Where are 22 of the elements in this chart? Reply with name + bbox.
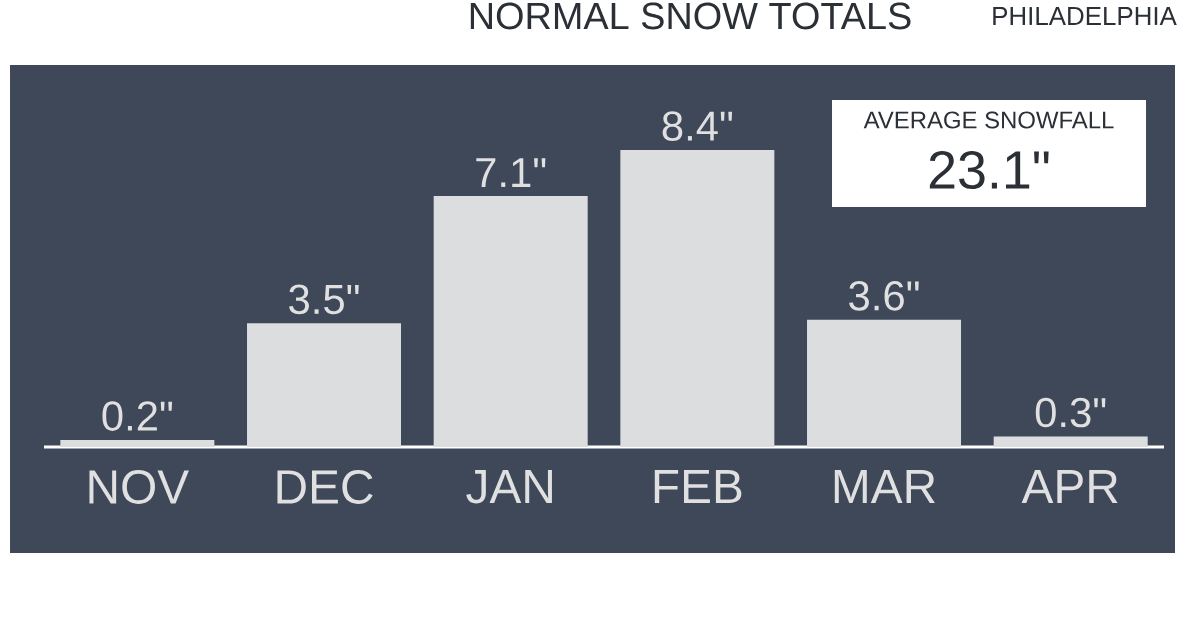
data-label: 8.4"	[662, 111, 733, 141]
bar	[60, 439, 215, 447]
x-tick-label: DEC	[277, 470, 373, 504]
data-label: 0.2"	[102, 401, 173, 431]
annotation: 23.1"	[929, 150, 1049, 190]
data-label: 3.6"	[849, 281, 919, 311]
chart-subtitle: PHILADELPHIA	[993, 7, 1177, 25]
x-tick-label: JAN	[466, 470, 552, 504]
chart-title: NORMAL SNOW TOTALS	[470, 2, 911, 30]
data-label: 7.1"	[476, 158, 546, 187]
data-label: 3.5"	[289, 284, 359, 315]
data-label: 0.3"	[1035, 397, 1106, 428]
x-tick-label: NOV	[89, 470, 189, 504]
x-tick-label: MAR	[834, 470, 935, 503]
x-tick-label: FEB	[654, 470, 742, 503]
bar	[993, 436, 1148, 447]
bar	[433, 195, 588, 447]
bar	[807, 319, 962, 447]
bar	[620, 150, 775, 447]
bar	[247, 323, 402, 447]
x-tick-label: APR	[1021, 470, 1118, 503]
text: AVERAGE SNOWFALL	[863, 111, 1114, 129]
